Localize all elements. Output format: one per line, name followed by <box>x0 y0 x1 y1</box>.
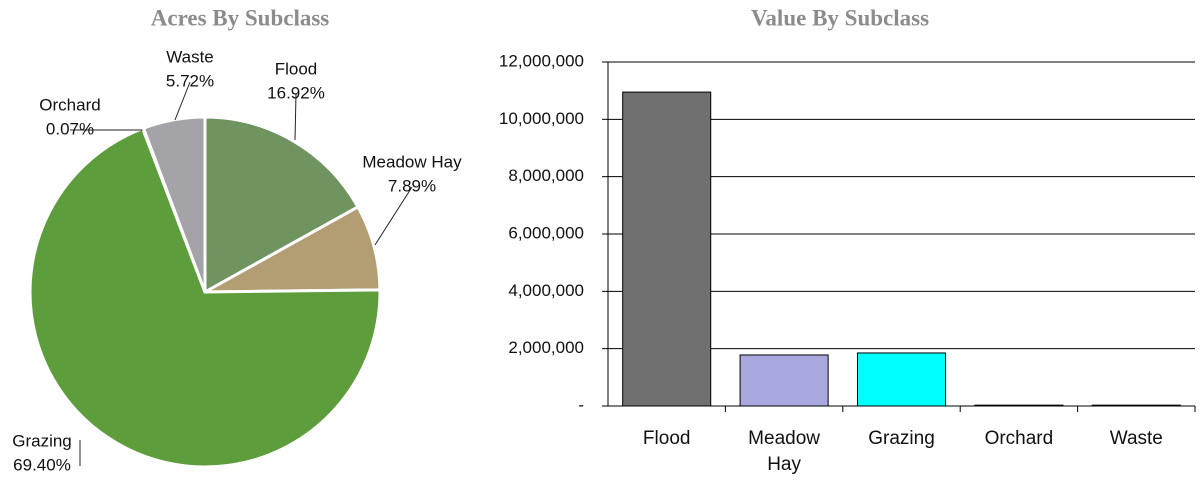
y-tick-label: 4,000,000 <box>508 281 584 300</box>
leader-line <box>174 81 191 121</box>
slice-label: Grazing <box>12 431 72 450</box>
pie-title: Acres By Subclass <box>151 5 330 30</box>
bar <box>622 91 712 407</box>
slice-value: 7.89% <box>388 176 436 195</box>
x-tick-label: Flood <box>642 428 691 449</box>
pie-slice <box>28 126 382 469</box>
pie-slice <box>141 115 207 293</box>
y-tick-label: 6,000,000 <box>508 223 584 242</box>
x-tick-label: Waste <box>1109 428 1163 449</box>
x-tick-label: Orchard <box>984 428 1054 449</box>
y-tick-label: 2,000,000 <box>508 338 584 357</box>
x-tick-label: Grazing <box>868 428 935 449</box>
y-tick-label: 10,000,000 <box>499 109 584 128</box>
bar <box>974 404 1064 407</box>
y-tick-label: - <box>578 395 584 414</box>
leader-line <box>294 93 297 141</box>
slice-label: Orchard <box>39 95 100 114</box>
bar-title: Value By Subclass <box>751 5 929 30</box>
bar <box>1091 404 1181 407</box>
slice-value: 16.92% <box>267 83 325 102</box>
pie-slice <box>203 115 360 295</box>
bar <box>739 354 829 407</box>
slice-label: Flood <box>275 59 318 78</box>
slice-label: Waste <box>166 47 214 66</box>
y-tick-label: 8,000,000 <box>508 166 584 185</box>
y-tick-label: 12,000,000 <box>499 51 584 70</box>
slice-value: 0.07% <box>46 119 94 138</box>
bar <box>856 352 947 407</box>
slice-label: Meadow Hay <box>362 152 462 171</box>
x-tick-label: Meadow Hay <box>748 428 820 475</box>
slice-value: 5.72% <box>166 71 214 90</box>
leader-line <box>374 186 413 246</box>
slice-value: 69.40% <box>13 455 71 474</box>
